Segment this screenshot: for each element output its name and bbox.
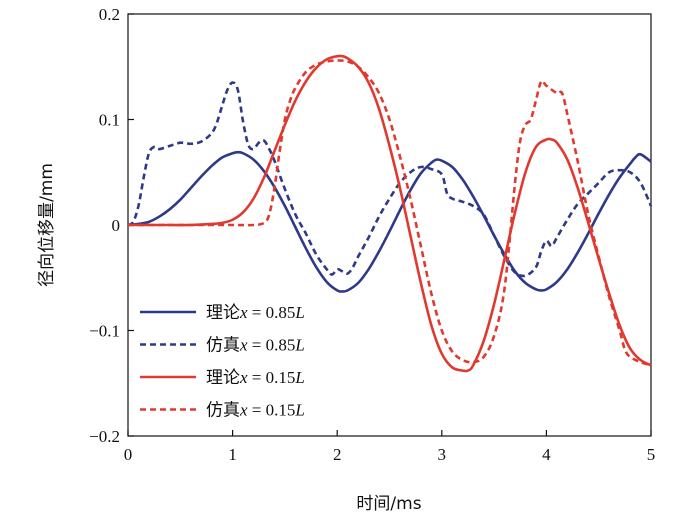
y-tick-label: −0.2	[89, 427, 120, 446]
legend-variable: x	[239, 336, 248, 355]
legend-label-2: 仿真x = 0.85L	[206, 336, 305, 356]
series-line-4	[127, 59, 652, 367]
legend-prefix: 理论	[206, 368, 240, 388]
legend-unit: L	[294, 303, 304, 322]
legend-label-3: 理论x = 0.15L	[206, 368, 305, 388]
legend-label-4: 仿真x = 0.15L	[206, 401, 305, 421]
legend-prefix: 仿真	[206, 401, 240, 421]
legend-label-1: 理论x = 0.85L	[206, 303, 305, 323]
x-tick-label: 3	[438, 445, 447, 464]
legend-unit: L	[294, 336, 304, 355]
legend-variable: x	[239, 368, 248, 387]
x-tick-label: 2	[333, 445, 342, 464]
x-tick-label: 1	[228, 445, 237, 464]
legend-value: = 0.15	[248, 401, 296, 420]
y-tick-label: −0.1	[89, 322, 120, 341]
series-line-3	[127, 54, 652, 373]
series-line-2	[127, 81, 653, 278]
legend-variable: x	[239, 303, 248, 322]
legend-variable: x	[239, 401, 248, 420]
x-tick-label: 5	[647, 445, 656, 464]
legend-unit: L	[294, 368, 304, 387]
x-tick-label: 0	[124, 445, 133, 464]
axis-ticks: 0 1 2 3 4 5 −0.2 −0.1 0 0.1 0.2	[89, 5, 655, 464]
y-tick-label: 0.2	[99, 5, 120, 24]
legend-value: = 0.15	[248, 368, 296, 387]
y-tick-label: 0.1	[99, 111, 120, 130]
legend-prefix: 仿真	[206, 336, 240, 356]
x-axis-title: 时间/ms	[356, 494, 421, 514]
x-tick-label: 4	[542, 445, 551, 464]
y-tick-label: 0	[112, 216, 121, 235]
series-layer	[127, 54, 653, 373]
legend-value: = 0.85	[248, 303, 296, 322]
series-line-1	[127, 150, 652, 293]
legend-prefix: 理论	[206, 303, 240, 323]
legend-unit: L	[294, 401, 304, 420]
y-axis-title: 径向位移量/mm	[37, 163, 57, 287]
legend-value: = 0.85	[248, 336, 296, 355]
